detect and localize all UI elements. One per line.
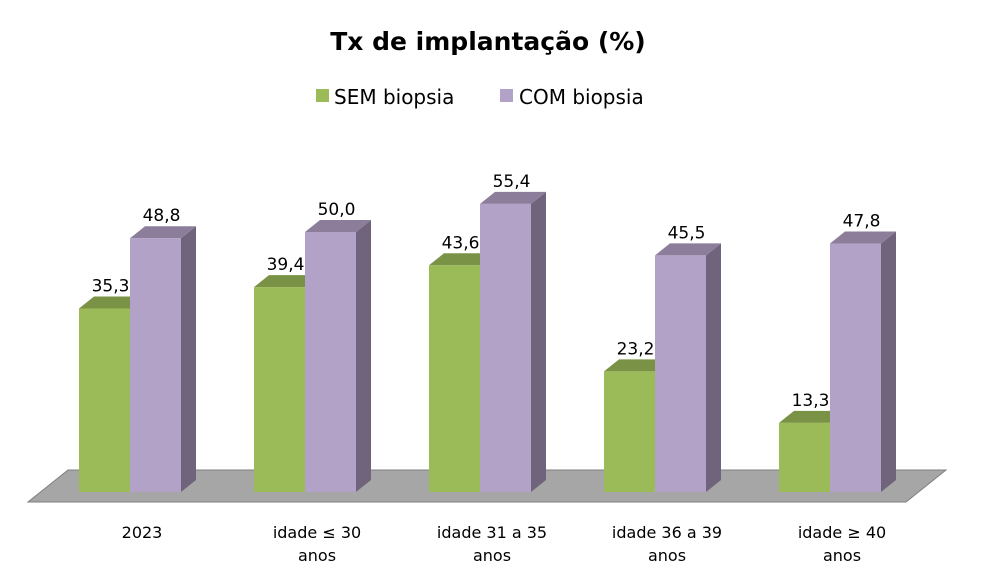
- legend-label-sem: SEM biopsia: [334, 85, 454, 109]
- bar-top: [604, 359, 670, 372]
- bar-front: [79, 308, 130, 492]
- legend-label-com: COM biopsia: [519, 85, 644, 109]
- bar-front: [254, 287, 305, 492]
- legend-swatch-com: [500, 89, 513, 102]
- bar-front: [480, 203, 531, 493]
- bar-top: [79, 296, 145, 309]
- data-label: 47,8: [843, 211, 881, 231]
- data-label: 39,4: [267, 255, 305, 275]
- category-label: 2023: [122, 523, 163, 542]
- bar-front: [779, 422, 830, 492]
- bar-top: [305, 220, 371, 232]
- bar-com-0: [130, 226, 196, 493]
- bar-com-1: [305, 220, 371, 492]
- bar-side: [356, 220, 371, 492]
- bar-side: [531, 191, 546, 493]
- bar-com-4: [830, 231, 896, 492]
- category-label: idade ≥ 40 anos: [798, 523, 886, 565]
- category-label: idade ≤ 30 anos: [273, 523, 361, 565]
- legend-swatch-sem: [316, 89, 329, 102]
- bar-front: [305, 232, 356, 492]
- category-label: idade 36 a 39 anos: [612, 523, 722, 565]
- chart-title: Tx de implantação (%): [330, 27, 645, 56]
- bar-top: [480, 191, 546, 204]
- data-label: 50,0: [318, 200, 356, 220]
- category-label: idade 31 a 35 anos: [437, 523, 547, 565]
- legend: SEM biopsia COM biopsia: [316, 85, 644, 109]
- bar-top: [655, 243, 721, 256]
- data-label: 43,6: [442, 233, 480, 253]
- bar-top: [254, 275, 320, 288]
- data-label: 55,4: [493, 172, 531, 192]
- data-labels: 35,3 48,8 39,4 50,0 43,6 55,4 23,2 45,5 13,3 47,8: [92, 172, 881, 411]
- category-labels: 2023 idade ≤ 30 anos idade 31 a 35 anos idade…: [122, 523, 887, 565]
- bar-front: [655, 255, 706, 492]
- bars: [79, 191, 896, 493]
- bar-front: [604, 371, 655, 492]
- data-label: 45,5: [668, 223, 706, 243]
- bar-front: [429, 265, 480, 492]
- bar-top: [830, 231, 896, 244]
- bar-front: [830, 243, 881, 492]
- bar-top: [779, 410, 845, 423]
- bar-front: [130, 238, 181, 492]
- bar-top: [130, 226, 196, 239]
- bar-com-2: [480, 191, 546, 493]
- data-label: 35,3: [92, 276, 130, 296]
- bar-com-3: [655, 243, 721, 492]
- bar-side: [181, 226, 196, 493]
- data-label: 48,8: [143, 206, 181, 226]
- bar-side: [706, 243, 721, 492]
- data-label: 23,2: [617, 339, 655, 359]
- data-label: 13,3: [792, 391, 830, 411]
- bar-top: [429, 253, 495, 266]
- bar-side: [881, 231, 896, 492]
